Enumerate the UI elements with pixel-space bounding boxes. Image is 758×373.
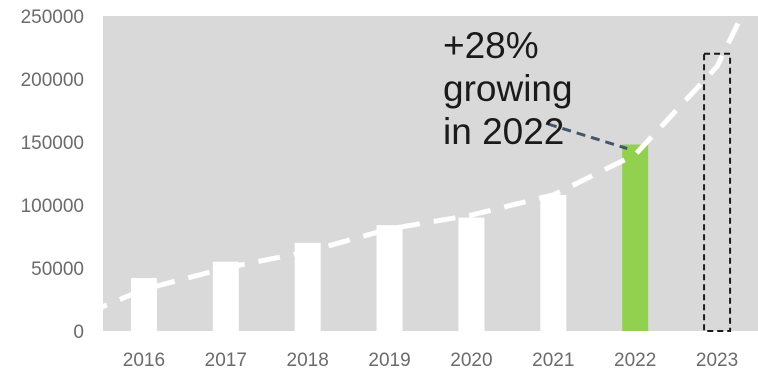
bars-group <box>130 52 732 333</box>
bar-2018 <box>294 242 321 331</box>
x-tick-label: 2019 <box>368 350 410 371</box>
x-tick-label: 2017 <box>205 350 247 371</box>
x-tick-label: 2022 <box>614 350 656 371</box>
bar-2022-highlight <box>622 144 649 331</box>
y-axis: 0 50000 100000 150000 200000 250000 <box>21 7 84 343</box>
y-tick-label: 150000 <box>21 133 84 154</box>
y-tick-label: 100000 <box>21 196 84 217</box>
bar-2019 <box>376 225 403 331</box>
y-tick-label: 50000 <box>31 259 84 280</box>
bar-2016 <box>130 278 157 331</box>
annotation-line-2: growing <box>443 68 573 109</box>
plot-area <box>103 16 758 331</box>
bar-2023-forecast <box>703 52 732 333</box>
x-axis: 2016 2017 2018 2019 2020 2021 2022 2023 <box>123 350 738 371</box>
x-tick-label: 2018 <box>287 350 329 371</box>
x-tick-label: 2023 <box>696 350 738 371</box>
bar-2020 <box>458 217 485 331</box>
x-tick-label: 2020 <box>450 350 492 371</box>
bar-2017 <box>212 261 239 331</box>
annotation-line-1: +28% <box>443 25 539 66</box>
y-tick-label: 250000 <box>21 7 84 28</box>
x-tick-label: 2021 <box>532 350 574 371</box>
y-tick-label: 0 <box>73 322 84 343</box>
bar-2021 <box>540 194 567 331</box>
x-tick-label: 2016 <box>123 350 165 371</box>
y-tick-label: 200000 <box>21 70 84 91</box>
annotation-line-3: in 2022 <box>443 111 564 152</box>
